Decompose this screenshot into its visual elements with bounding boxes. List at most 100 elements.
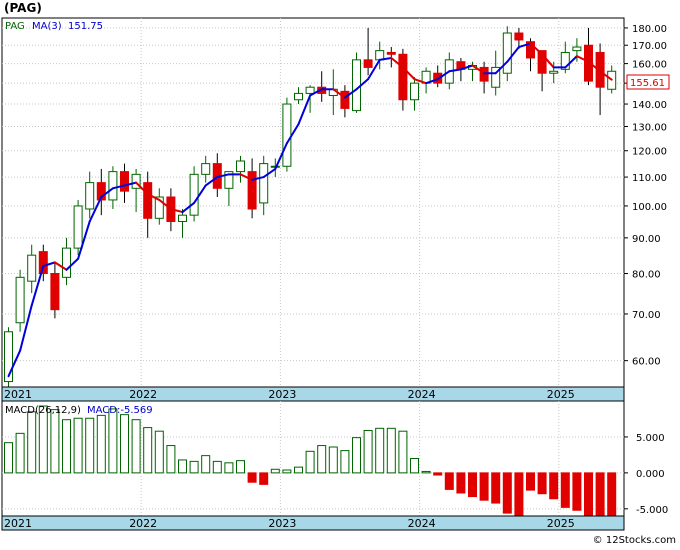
macd-bar [224, 462, 234, 474]
macd-bar [340, 450, 350, 474]
macd-bar [584, 472, 593, 519]
macd-bar [143, 427, 153, 474]
price-tick-label: 180.00 [632, 24, 667, 35]
macd-x-axis-band [1, 515, 625, 531]
ma-segment [111, 184, 126, 190]
ma-segment [146, 193, 161, 201]
ma-segment [169, 207, 184, 214]
ma-segment [77, 220, 91, 260]
ma-segment [471, 64, 486, 75]
macd-bar [572, 472, 582, 511]
ma-segment [100, 187, 114, 198]
candle [294, 87, 303, 105]
year-label: 2021 [4, 517, 32, 530]
candle-body [386, 51, 396, 55]
candle-body [73, 205, 83, 249]
ma-segment [587, 60, 602, 73]
candle [247, 158, 257, 219]
candle [502, 26, 512, 82]
candle [282, 97, 292, 172]
ma-segment [42, 261, 56, 268]
macd-bar [456, 472, 466, 494]
candle [154, 188, 164, 225]
candle-body [4, 331, 13, 383]
macd-bar [560, 472, 570, 508]
macd-bar [433, 472, 443, 476]
candle [584, 27, 593, 86]
price-tick-label: 110.00 [632, 173, 667, 184]
candle-body [224, 171, 234, 189]
candle-body [259, 163, 269, 204]
candle-body [352, 59, 361, 112]
macd-bar [421, 470, 431, 474]
candle [143, 171, 153, 238]
macd-tick-label: 0.000 [636, 469, 665, 480]
ma-segment [285, 123, 300, 145]
ma-segment [425, 78, 439, 85]
price-tick-label: 170.00 [632, 41, 667, 52]
macd-bar [108, 408, 118, 474]
candle-body [120, 171, 129, 192]
ma-segment [181, 201, 196, 214]
macd-bar [27, 411, 37, 474]
year-label: 2025 [547, 388, 575, 401]
legend-ticker: PAG [5, 21, 25, 32]
candle-body [27, 254, 37, 282]
macd-grid [2, 401, 624, 516]
price-tick-label: 140.00 [632, 100, 667, 111]
candle-body [85, 182, 95, 210]
ma-segment [343, 88, 358, 99]
watermark: © 12Stocks.com [593, 535, 676, 546]
candle [514, 27, 524, 49]
macd-bar [502, 472, 512, 514]
macd-bar [236, 460, 245, 474]
candle-body [15, 276, 25, 324]
legend-ma-label: MA(3) [32, 21, 62, 32]
candle-body [282, 103, 292, 167]
candle [572, 38, 582, 62]
macd-bar [73, 417, 83, 474]
candle-body [189, 173, 199, 216]
ma-segment [7, 349, 22, 378]
macd-bars [4, 405, 617, 519]
year-label: 2023 [268, 517, 296, 530]
ma-segment [88, 195, 103, 223]
ma-segment [193, 184, 207, 204]
macd-bar [212, 460, 222, 474]
macd-bar [282, 469, 292, 474]
macd-bar [398, 430, 408, 474]
ma-segment [529, 42, 544, 56]
year-label: 2022 [129, 517, 157, 530]
price-tick-label: 60.00 [632, 357, 661, 368]
ma-segment [274, 142, 288, 170]
ma-segment [506, 46, 520, 63]
year-label: 2024 [408, 388, 436, 401]
macd-bar [96, 414, 106, 474]
macd-bar [247, 472, 257, 483]
ma-segment [297, 94, 312, 126]
candle [595, 43, 605, 116]
candle [38, 244, 48, 282]
candle-body [131, 173, 141, 189]
macd-tick-label: 5.000 [636, 433, 665, 444]
macd-bar [363, 429, 373, 474]
ma-segment [378, 56, 393, 61]
candle [15, 269, 25, 332]
ma-segment [564, 55, 578, 69]
ma-segment [517, 42, 532, 49]
macd-bar [514, 472, 524, 518]
year-label: 2024 [408, 517, 436, 530]
last-price-badge [626, 74, 670, 90]
macd-bar [154, 430, 164, 474]
macd-bar [595, 472, 605, 517]
ma-segment [30, 265, 45, 307]
macd-bar [120, 414, 129, 474]
ma-segment [65, 257, 80, 271]
ma-segment [135, 181, 149, 196]
price-tick-label: 130.00 [632, 122, 667, 133]
macd-bar [328, 446, 338, 474]
macd-bar [270, 468, 280, 474]
year-label: 2023 [268, 388, 296, 401]
candle-body [398, 53, 408, 101]
